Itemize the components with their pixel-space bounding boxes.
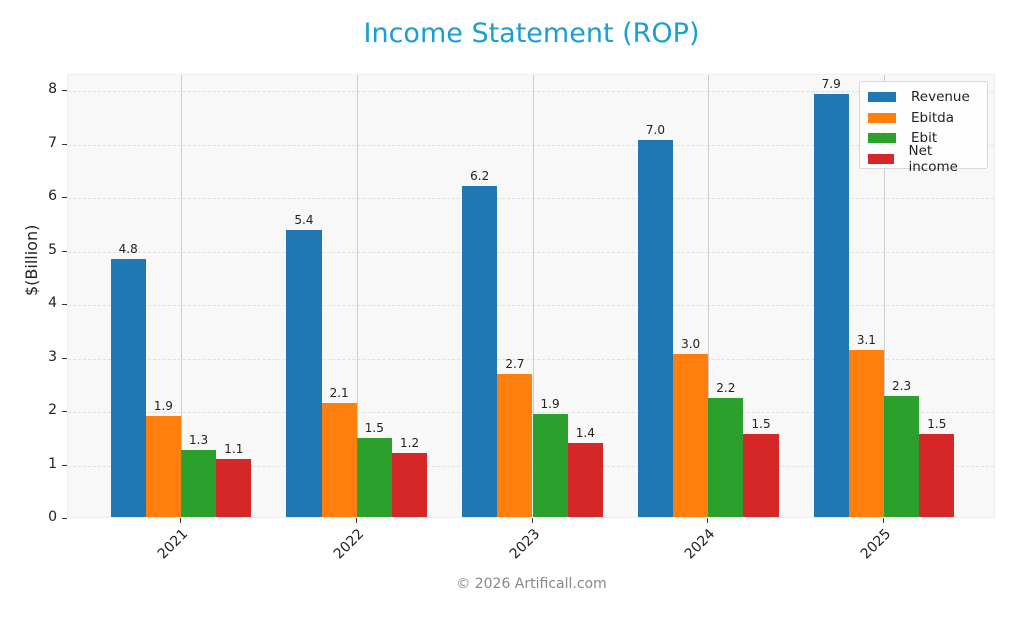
bar-revenue-2023 <box>462 186 498 517</box>
bar-value-label: 6.2 <box>470 169 490 184</box>
bar-net-income-2025 <box>919 434 955 517</box>
y-tick-mark <box>62 518 67 519</box>
y-tick-mark <box>62 197 67 198</box>
bar-value-label: 1.1 <box>224 441 244 456</box>
y-tick-label: 5 <box>48 241 57 258</box>
y-tick-label: 2 <box>48 402 57 418</box>
bar-ebit-2025 <box>884 395 920 517</box>
x-tick-label: 2025 <box>857 526 895 563</box>
y-tick-label: 8 <box>48 81 57 97</box>
legend-label: Ebitda <box>911 109 954 126</box>
grid-line-horizontal <box>68 144 994 146</box>
x-tick-mark <box>180 518 181 523</box>
y-tick-mark <box>62 90 67 91</box>
copyright-footer: © 2026 Artificall.com <box>456 576 607 592</box>
bar-value-label: 1.4 <box>575 426 595 441</box>
bar-value-label: 5.4 <box>294 212 314 227</box>
grid-line-vertical <box>532 75 534 517</box>
bar-value-label: 3.1 <box>856 332 876 347</box>
grid-line-horizontal <box>68 305 994 306</box>
legend-label: Revenue <box>911 89 970 106</box>
grid-line-horizontal <box>68 91 994 92</box>
bar-value-label: 1.9 <box>153 399 173 414</box>
bar-value-label: 7.9 <box>821 77 841 92</box>
bar-ebit-2024 <box>708 397 744 517</box>
bar-value-label: 1.5 <box>364 421 384 436</box>
bar-value-label: 4.8 <box>118 241 138 256</box>
y-tick-mark <box>62 304 67 305</box>
bar-value-label: 2.7 <box>505 357 525 372</box>
y-tick-mark <box>62 143 67 145</box>
bar-value-label: 3.0 <box>681 337 701 352</box>
legend-swatch-icon <box>868 112 896 123</box>
legend-swatch-icon <box>868 92 896 103</box>
bar-ebit-2023 <box>532 414 568 517</box>
grid-line-horizontal <box>68 358 994 360</box>
x-tick-label: 2023 <box>506 526 543 563</box>
y-tick-mark <box>62 250 67 252</box>
x-tick-mark <box>355 518 357 523</box>
bar-ebitda-2025 <box>848 349 884 517</box>
bar-net-income-2021 <box>216 458 252 517</box>
x-tick-mark <box>531 518 533 523</box>
bar-value-label: 2.2 <box>716 380 736 395</box>
bar-value-label: 1.3 <box>189 432 209 447</box>
x-tick-label: 2021 <box>154 526 192 563</box>
plot-area: 4.8 1.9 1.3 1.1 5.4 2.1 1.5 1.2 6.2 2.7 1.9 1.4 7.0 3… <box>67 74 995 518</box>
x-tick-label: 2024 <box>682 526 719 563</box>
y-axis-label: $(Billion) <box>22 224 41 296</box>
x-tick-mark <box>707 518 709 523</box>
legend-item-revenue: Revenue <box>868 87 979 108</box>
bar-revenue-2022 <box>286 229 322 517</box>
grid-line-vertical <box>708 75 710 517</box>
bar-ebitda-2021 <box>145 416 181 517</box>
legend-label: Ebit <box>911 130 938 147</box>
legend-item-ebitda: Ebitda <box>868 108 979 129</box>
y-tick-label: 3 <box>48 348 57 365</box>
bar-revenue-2021 <box>110 258 146 517</box>
bar-revenue-2024 <box>637 140 674 517</box>
chart-title: Income Statement (ROP) <box>363 18 700 49</box>
bar-ebitda-2023 <box>497 374 533 517</box>
legend-item-net-income: Net income <box>868 143 979 175</box>
y-tick-label: 6 <box>48 188 57 204</box>
bar-ebit-2022 <box>356 438 392 517</box>
grid-line-vertical <box>884 75 885 517</box>
legend: Revenue Ebitda Ebit Net income <box>859 81 988 175</box>
x-tick-label: 2022 <box>330 526 368 563</box>
bar-value-label: 2.3 <box>892 378 912 393</box>
legend-swatch-icon <box>868 153 894 164</box>
bar-net-income-2022 <box>391 453 428 517</box>
bar-value-label: 1.2 <box>400 436 420 451</box>
bar-value-label: 1.5 <box>751 417 771 432</box>
bar-value-label: 2.1 <box>329 386 349 401</box>
legend-swatch-icon <box>868 133 896 144</box>
bar-ebit-2021 <box>181 449 217 517</box>
y-tick-mark <box>62 357 67 359</box>
x-tick-mark <box>883 518 884 523</box>
bar-net-income-2024 <box>743 434 779 517</box>
legend-item-ebit: Ebit <box>868 128 979 149</box>
bar-ebitda-2022 <box>321 403 357 517</box>
legend-label: Net income <box>908 142 958 175</box>
bar-net-income-2023 <box>567 443 603 517</box>
bar-ebitda-2024 <box>673 354 709 517</box>
y-tick-mark <box>62 464 67 466</box>
bar-value-label: 1.9 <box>540 397 560 412</box>
y-tick-label: 1 <box>48 455 57 472</box>
y-tick-label: 7 <box>48 134 57 151</box>
grid-line-vertical <box>356 75 358 517</box>
grid-line-vertical <box>181 75 182 517</box>
y-tick-mark <box>62 411 67 412</box>
y-tick-label: 4 <box>48 295 57 311</box>
grid-line-horizontal <box>68 198 994 199</box>
bar-revenue-2025 <box>813 94 849 517</box>
bar-value-label: 7.0 <box>645 123 665 138</box>
grid-line-horizontal <box>68 251 994 253</box>
y-tick-label: 0 <box>48 509 57 525</box>
bar-value-label: 1.5 <box>927 417 947 432</box>
